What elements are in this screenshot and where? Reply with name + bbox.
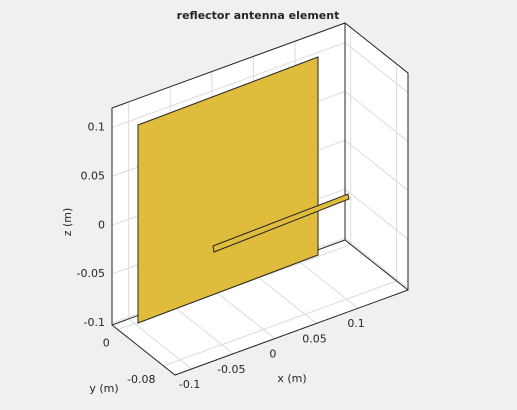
- z-axis-label: z (m): [61, 208, 74, 237]
- y-tick-label: -0.08: [127, 373, 155, 386]
- x-tick-label: -0.05: [217, 363, 245, 376]
- reflector-plate: [137, 56, 319, 324]
- x-tick-label: 0.05: [302, 332, 327, 345]
- x-tick-label: 0: [269, 348, 276, 361]
- z-tick-label: -0.1: [84, 316, 105, 329]
- dipole-element: [212, 193, 350, 253]
- z-tick-label: 0.1: [88, 121, 106, 134]
- x-axis-label: x (m): [277, 372, 306, 385]
- chart-title: reflector antenna element: [177, 9, 340, 22]
- y-tick-label: 0: [103, 337, 110, 350]
- z-tick-label: 0.05: [81, 169, 106, 182]
- x-tick-label: -0.1: [179, 378, 200, 391]
- z-tick-label: 0: [98, 218, 105, 231]
- y-axis-label: y (m): [89, 382, 118, 395]
- z-tick-label: -0.05: [77, 267, 105, 280]
- axes-box: [111, 22, 409, 376]
- x-tick-label: 0.1: [347, 317, 365, 330]
